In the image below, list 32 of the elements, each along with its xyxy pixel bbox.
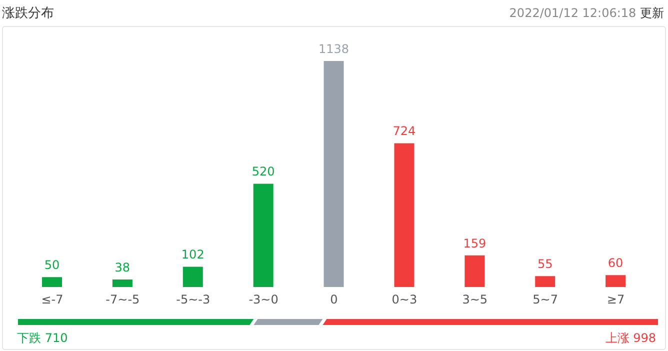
bar <box>42 277 62 287</box>
text: 上涨 998 <box>605 330 656 347</box>
chart-title: 涨跌分布 <box>2 5 54 22</box>
text: 下跌 710 <box>17 330 68 347</box>
x-tick-label: 5~7 <box>532 292 558 307</box>
bar <box>253 184 274 287</box>
data-label: 159 <box>463 236 486 250</box>
x-tick-label: 3~5 <box>462 292 488 307</box>
text: 更新 <box>640 6 664 20</box>
x-tick-label: 0 <box>330 292 338 307</box>
data-label: 60 <box>608 256 624 270</box>
data-label: 520 <box>252 164 275 179</box>
bar <box>606 275 626 287</box>
text: 2022/01/12 12:06:18 <box>509 6 636 20</box>
bar <box>535 276 556 287</box>
x-tick-label: -7~-5 <box>106 292 140 307</box>
bar <box>182 266 203 287</box>
x-tick-label: -5~-3 <box>176 292 210 307</box>
x-tick-label: -3~0 <box>248 292 278 307</box>
data-label: 102 <box>181 248 204 262</box>
bar <box>324 61 344 287</box>
x-tick-label: 0~3 <box>392 292 418 307</box>
data-label: 1138 <box>318 42 350 56</box>
bar <box>394 143 414 287</box>
x-tick-label: ≥7 <box>606 292 625 307</box>
data-label: 55 <box>537 257 553 272</box>
bar <box>464 255 485 287</box>
data-label: 38 <box>114 260 130 274</box>
data-label: 724 <box>392 124 416 138</box>
x-tick-label: ≤-7 <box>41 292 64 307</box>
bar <box>112 279 132 287</box>
data-label: 50 <box>44 258 60 272</box>
